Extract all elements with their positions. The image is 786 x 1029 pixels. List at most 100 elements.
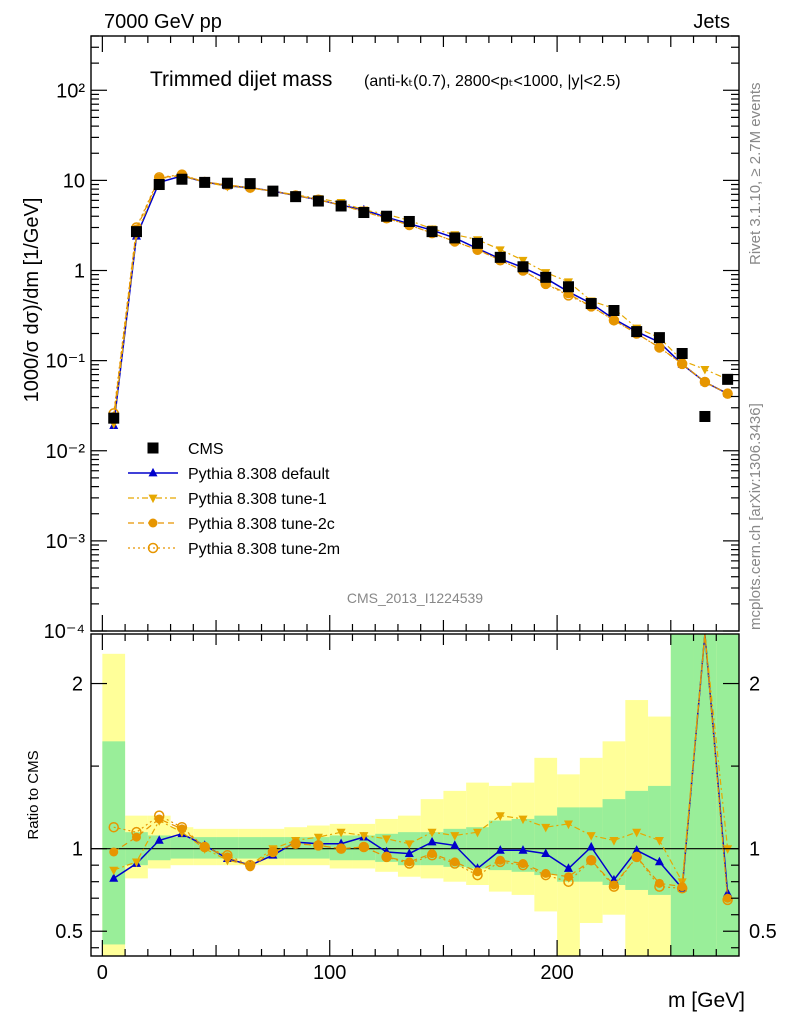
main-y-tick-label: 10⁻³ bbox=[46, 531, 86, 553]
main-data-point bbox=[653, 332, 665, 344]
ratio-axes: 0.5 0.5 1 1 2 2 0 100 200 bbox=[55, 634, 777, 984]
main-data-point bbox=[700, 365, 710, 375]
ratio-data-point bbox=[450, 832, 460, 841]
main-data-point bbox=[540, 271, 552, 283]
ratio-data-point bbox=[358, 841, 370, 853]
main-series-4 bbox=[108, 169, 733, 419]
main-data-point bbox=[130, 226, 142, 238]
ratio-series-group bbox=[108, 633, 733, 906]
analysis-id: CMS_2013_I1224539 bbox=[347, 590, 483, 606]
main-title-suffix: (anti-kₜ(0.7), 2800<pₜ<1000, |y|<2.5) bbox=[364, 73, 621, 90]
main-data-point bbox=[608, 304, 620, 316]
main-series-2 bbox=[109, 172, 733, 429]
ratio-data-point bbox=[632, 845, 642, 854]
legend-marker bbox=[148, 467, 158, 477]
ratio-data-point bbox=[495, 812, 505, 821]
ratio-y-tick-label: 0.5 bbox=[55, 921, 83, 943]
main-data-point bbox=[518, 256, 528, 266]
main-data-point bbox=[676, 358, 688, 370]
legend-label: CMS bbox=[188, 441, 224, 458]
ratio-data-point bbox=[654, 881, 665, 892]
ratio-data-point bbox=[131, 858, 141, 868]
legend: CMS Pythia 8.308 default Pythia 8.308 tune… bbox=[128, 441, 340, 558]
ratio-data-point bbox=[563, 863, 573, 872]
ratio-data-point bbox=[676, 883, 688, 894]
ratio-band-inner bbox=[625, 790, 649, 890]
main-data-point bbox=[267, 185, 279, 197]
main-y-tick-label: 1 bbox=[74, 261, 85, 283]
ratio-data-point bbox=[267, 846, 279, 858]
legend-label: Pythia 8.308 tune-2m bbox=[188, 541, 340, 558]
main-plot: 10⁻⁴ 10⁻³ 10⁻² 10⁻¹ 1 10 10² Trimmed dijet mas… bbox=[21, 35, 740, 643]
main-series-line bbox=[113, 173, 728, 414]
ratio-data-point bbox=[109, 866, 119, 876]
ratio-data-point bbox=[109, 873, 119, 882]
main-series-1 bbox=[109, 170, 733, 430]
ratio-band-inner bbox=[534, 815, 558, 876]
ratio-data-point bbox=[586, 841, 596, 851]
legend-label: Pythia 8.308 tune-2c bbox=[188, 516, 335, 533]
main-data-point bbox=[153, 179, 165, 191]
main-data-point bbox=[494, 251, 506, 263]
main-ylabel: 1000/σ dσ)/dm [1/GeV] bbox=[21, 198, 43, 403]
ratio-data-point bbox=[359, 832, 369, 841]
ratio-bands bbox=[91, 634, 739, 956]
ratio-data-point bbox=[427, 836, 437, 846]
main-y-tick-label: 10² bbox=[56, 80, 85, 102]
main-data-point bbox=[472, 237, 484, 249]
main-data-point bbox=[108, 412, 120, 424]
main-data-point bbox=[335, 200, 347, 212]
ratio-y-tick-label: 2 bbox=[72, 674, 83, 696]
ratio-xlabel: m [GeV] bbox=[668, 989, 745, 1012]
ratio-data-point bbox=[336, 844, 346, 854]
ratio-data-point bbox=[336, 828, 346, 838]
main-data-point bbox=[403, 215, 415, 227]
main-y-tick-label: 10⁻¹ bbox=[46, 351, 86, 373]
ratio-band-inner bbox=[147, 835, 171, 861]
ratio-data-point bbox=[404, 840, 414, 849]
ratio-data-point bbox=[313, 833, 323, 843]
ratio-band-inner bbox=[170, 837, 194, 859]
ratio-data-point bbox=[723, 845, 733, 854]
ratio-series-line bbox=[113, 633, 729, 900]
ratio-data-point bbox=[654, 856, 664, 866]
main-series-line bbox=[113, 174, 728, 424]
main-data-point bbox=[631, 326, 643, 338]
ratio-data-point bbox=[632, 828, 642, 838]
main-data-point bbox=[699, 376, 711, 388]
ratio-data-point bbox=[176, 821, 188, 833]
ratio-data-point bbox=[200, 842, 210, 852]
ratio-y-tick-label: 1 bbox=[72, 839, 83, 861]
ratio-data-point bbox=[654, 837, 664, 846]
ratio-band-inner bbox=[466, 827, 489, 869]
main-series-group bbox=[108, 169, 734, 430]
main-data-point bbox=[221, 177, 233, 189]
main-data-point bbox=[426, 226, 438, 238]
legend-label: Pythia 8.308 default bbox=[188, 466, 330, 483]
ratio-data-point bbox=[153, 810, 165, 821]
main-data-point bbox=[609, 315, 619, 325]
legend-marker bbox=[148, 494, 158, 504]
ratio-band-inner bbox=[716, 634, 739, 956]
ratio-data-point bbox=[109, 847, 119, 857]
process-label: Jets bbox=[693, 11, 730, 33]
ratio-data-point bbox=[585, 854, 597, 866]
main-data-point bbox=[585, 298, 597, 310]
main-data-point bbox=[676, 347, 688, 359]
ratio-data-point bbox=[131, 826, 142, 838]
main-data-point bbox=[495, 246, 505, 255]
legend-marker bbox=[148, 518, 158, 528]
ratio-ylabel: Ratio to CMS bbox=[25, 750, 42, 839]
ratio-data-point bbox=[473, 828, 483, 838]
main-title: Trimmed dijet mass bbox=[150, 68, 332, 91]
ratio-data-point bbox=[518, 815, 528, 825]
main-data-point bbox=[244, 178, 256, 190]
ratio-band-inner bbox=[102, 741, 126, 945]
ratio-band-inner bbox=[670, 634, 694, 956]
main-data-point bbox=[199, 176, 211, 188]
main-series-3 bbox=[109, 170, 733, 421]
ratio-data-point bbox=[290, 838, 301, 849]
ratio-data-point bbox=[586, 832, 596, 841]
main-data-point bbox=[722, 388, 733, 399]
main-data-point bbox=[176, 173, 188, 185]
